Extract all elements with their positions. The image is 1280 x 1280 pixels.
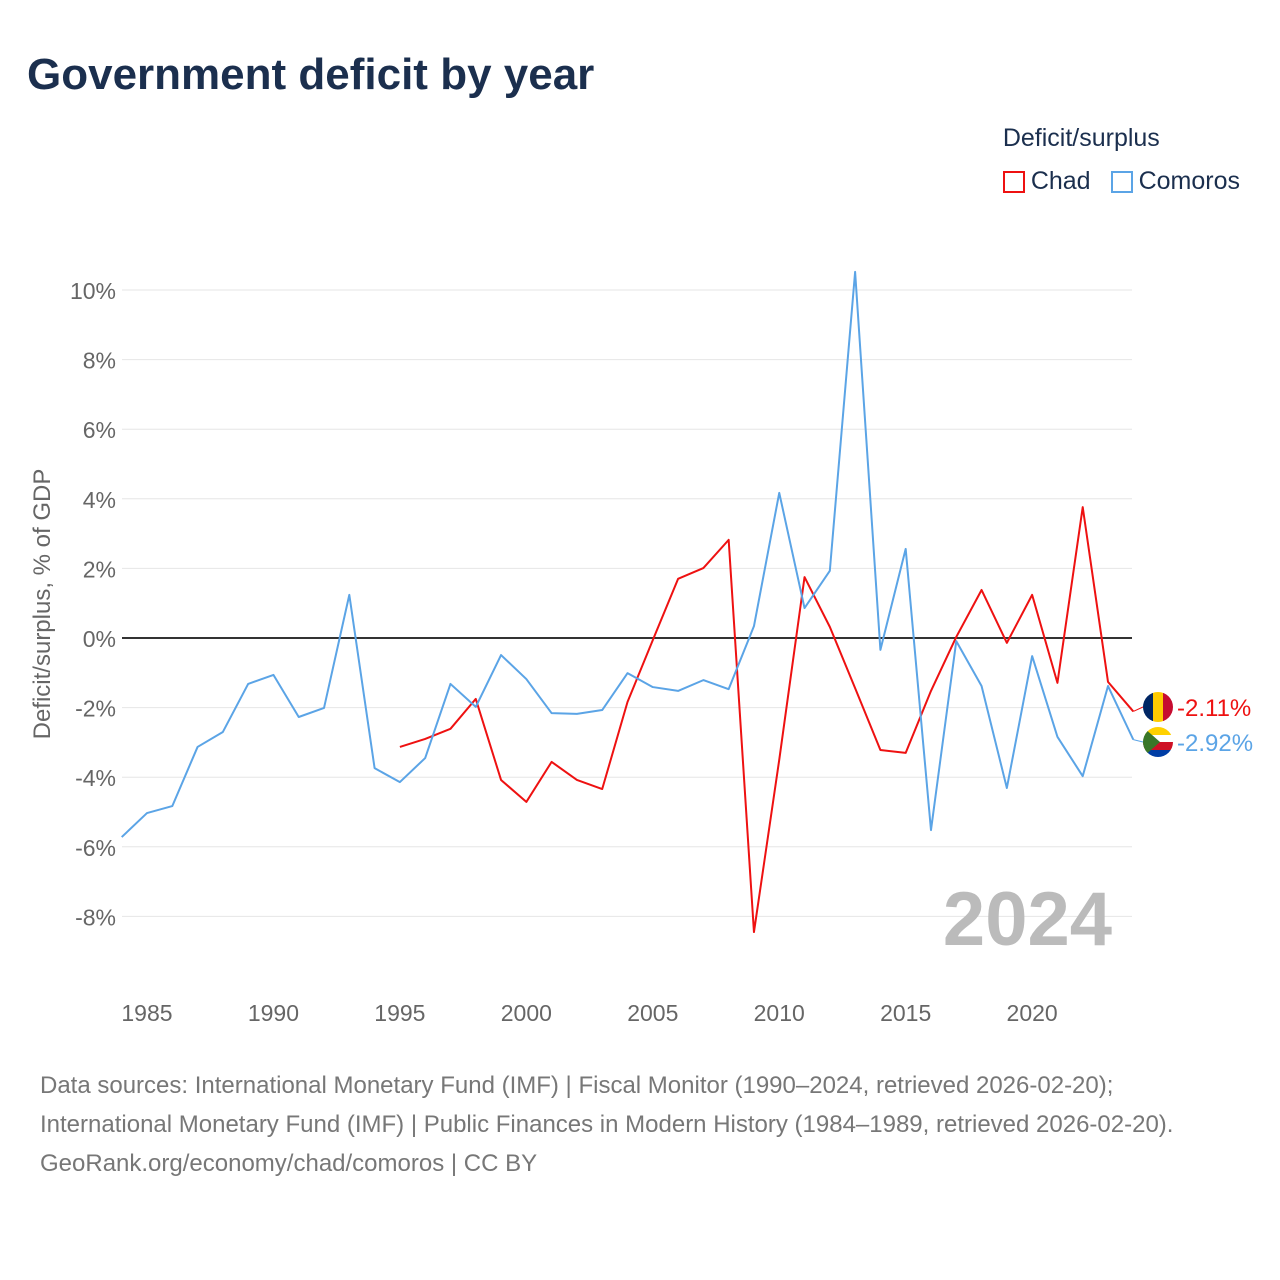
y-tick-label: -8%	[75, 904, 116, 930]
y-tick-label: 4%	[83, 487, 116, 513]
y-tick-label: 2%	[83, 556, 116, 582]
y-tick-label: -4%	[75, 765, 116, 791]
footer: Data sources: International Monetary Fun…	[40, 1066, 1240, 1183]
comoros-flag-icon	[1143, 727, 1173, 757]
chart-title: Government deficit by year	[27, 50, 595, 99]
legend: Deficit/surplus Chad Comoros	[1002, 124, 1240, 196]
y-axis-label: Deficit/surplus, % of GDP	[29, 469, 56, 740]
legend-item-chad[interactable]: Chad	[1002, 167, 1091, 196]
x-tick-label: 2000	[501, 1000, 552, 1026]
x-tick-label: 1995	[374, 1000, 425, 1026]
x-tick-label: 2010	[754, 1000, 805, 1026]
y-tick-label: -6%	[75, 835, 116, 861]
x-tick-label: 1990	[248, 1000, 299, 1026]
x-tick-label: 2015	[880, 1000, 931, 1026]
x-tick-label: 2005	[627, 1000, 678, 1026]
y-tick-label: 0%	[83, 626, 116, 652]
y-tick-label: -2%	[75, 696, 116, 722]
year-watermark: 2024	[943, 877, 1112, 962]
legend-swatch-comoros	[1110, 170, 1133, 193]
legend-label-comoros: Comoros	[1138, 167, 1240, 195]
series-line-comoros	[121, 270, 1135, 838]
x-tick-label: 2020	[1007, 1000, 1058, 1026]
end-label-connector	[1133, 739, 1144, 743]
end-label-connector	[1133, 706, 1144, 712]
y-tick-label: 6%	[83, 417, 116, 443]
y-tick-label: 10%	[70, 278, 116, 304]
y-tick-label: 8%	[83, 348, 116, 374]
legend-item-comoros[interactable]: Comoros	[1110, 167, 1240, 196]
end-value-label-chad: -2.11%	[1177, 695, 1251, 722]
legend-title: Deficit/surplus	[1002, 124, 1160, 152]
end-value-label-comoros: -2.92%	[1177, 730, 1253, 757]
source-link[interactable]: GeoRank.org/economy/chad/comoros | CC BY	[40, 1150, 538, 1177]
data-sources: Data sources: International Monetary Fun…	[40, 1072, 1174, 1138]
legend-swatch-chad	[1002, 170, 1025, 193]
x-tick-label: 1985	[121, 1000, 172, 1026]
chad-flag-icon	[1143, 692, 1173, 722]
line-chart: -8% -6% -4% -2% 0% 2% 4% 6% 8% 10% 1985 1990 1995 200…	[29, 270, 1253, 1026]
legend-label-chad: Chad	[1030, 167, 1091, 195]
series-line-chad	[399, 506, 1135, 934]
